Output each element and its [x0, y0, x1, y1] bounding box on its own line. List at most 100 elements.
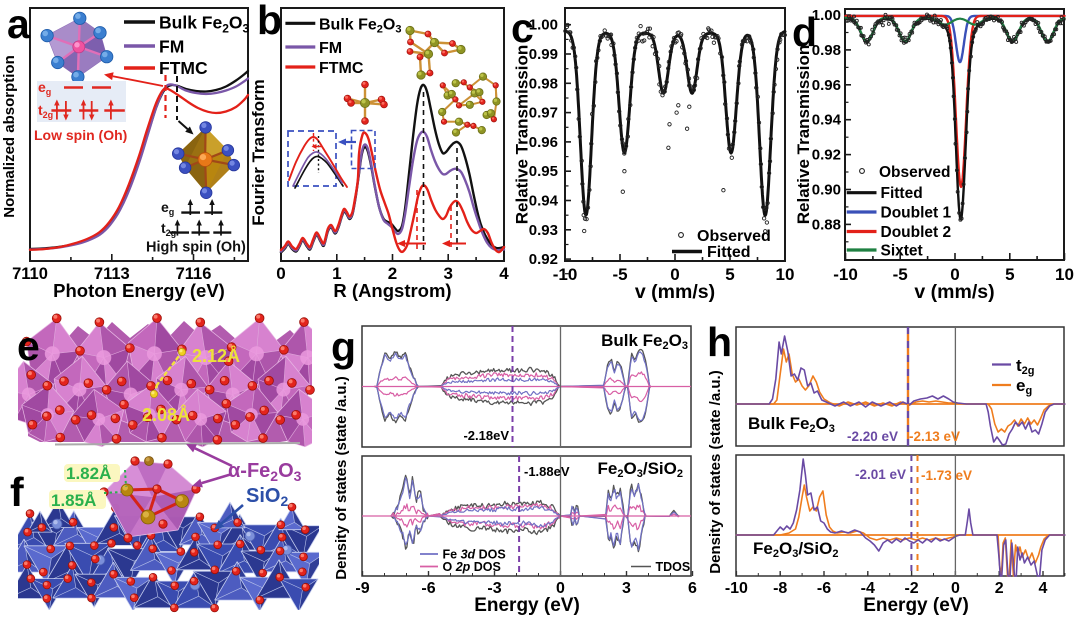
svg-text:-10: -10: [553, 265, 578, 284]
svg-text:R (Angstrom): R (Angstrom): [333, 280, 451, 301]
svg-text:0.96: 0.96: [812, 77, 841, 94]
svg-text:0.94: 0.94: [812, 112, 842, 129]
svg-text:10: 10: [1055, 265, 1074, 284]
svg-text:-5: -5: [893, 265, 908, 284]
svg-text:-2.01 eV: -2.01 eV: [855, 467, 906, 482]
svg-text:0.95: 0.95: [529, 163, 558, 180]
svg-text:0.98: 0.98: [812, 42, 841, 59]
svg-text:7116: 7116: [176, 265, 212, 283]
svg-text:eg​: eg​: [38, 79, 51, 97]
svg-text:h: h: [707, 319, 732, 365]
svg-text:-8: -8: [773, 580, 787, 597]
svg-text:b: b: [257, 0, 282, 43]
svg-text:10: 10: [776, 265, 795, 284]
svg-text:Low spin (Oh): Low spin (Oh): [34, 127, 127, 143]
svg-text:-1.73 eV: -1.73 eV: [921, 468, 972, 483]
svg-text:Energy (eV): Energy (eV): [474, 595, 580, 616]
svg-text:Bulk Fe2​O3​: Bulk Fe2​O3​: [319, 17, 402, 36]
svg-text:0: 0: [276, 264, 285, 283]
svg-text:Energy (eV): Energy (eV): [863, 595, 969, 616]
svg-text:5: 5: [725, 265, 734, 284]
svg-text:-2.20 eV: -2.20 eV: [847, 429, 898, 444]
svg-text:3: 3: [443, 264, 452, 283]
svg-text:eg​: eg​: [161, 199, 174, 217]
svg-text:eg​: eg​: [1016, 376, 1032, 397]
svg-text:Fitted: Fitted: [881, 185, 923, 202]
svg-text:0: 0: [950, 265, 959, 284]
svg-text:0.94: 0.94: [529, 193, 559, 210]
svg-text:0.98: 0.98: [529, 75, 558, 92]
svg-text:0.99: 0.99: [529, 46, 558, 63]
svg-text:-10: -10: [725, 580, 748, 597]
svg-text:FM: FM: [319, 40, 342, 57]
svg-text:4: 4: [499, 264, 509, 283]
svg-text:g: g: [331, 324, 356, 370]
svg-text:Fe2​O3​/SiO2​: Fe2​O3​/SiO2​: [598, 459, 683, 480]
svg-text:-6: -6: [421, 580, 435, 597]
svg-text:Fourier Transform: Fourier Transform: [249, 79, 268, 225]
svg-text:FTMC: FTMC: [319, 60, 364, 77]
svg-text:Sixtet: Sixtet: [881, 243, 923, 260]
svg-text:High spin (Oh): High spin (Oh): [146, 240, 246, 256]
svg-text:e: e: [17, 323, 40, 369]
svg-text:-2: -2: [904, 580, 918, 597]
svg-text:t2g​: t2g​: [1016, 356, 1035, 377]
svg-text:-3: -3: [487, 580, 501, 597]
svg-text:d: d: [792, 9, 817, 55]
svg-text:t2g​: t2g​: [161, 220, 176, 238]
svg-text:-9: -9: [355, 580, 369, 597]
svg-text:0.96: 0.96: [529, 134, 558, 151]
svg-text:Doublet 2: Doublet 2: [881, 224, 952, 241]
svg-text:-2.13 eV: -2.13 eV: [909, 429, 960, 444]
svg-text:Fitted: Fitted: [707, 244, 751, 261]
svg-text:-4: -4: [861, 580, 875, 597]
svg-text:-10: -10: [833, 265, 858, 284]
svg-text:3: 3: [622, 580, 631, 597]
svg-text:Bulk Fe2​O3​: Bulk Fe2​O3​: [159, 13, 250, 36]
svg-text:4: 4: [1039, 580, 1048, 597]
svg-text:0: 0: [556, 580, 565, 597]
svg-text:Density of states (state /a.u.: Density of states (state /a.u.): [707, 370, 724, 573]
svg-text:7113: 7113: [94, 265, 130, 283]
svg-text:1.82Å: 1.82Å: [66, 464, 111, 483]
svg-text:Observed: Observed: [879, 164, 951, 181]
svg-text:1: 1: [332, 264, 341, 283]
svg-text:2.08Å: 2.08Å: [142, 405, 190, 425]
svg-text:Observed: Observed: [697, 228, 771, 245]
svg-text:0.97: 0.97: [529, 105, 558, 122]
svg-text:0.90: 0.90: [812, 182, 841, 199]
svg-text:0: 0: [670, 265, 679, 284]
svg-text:7110: 7110: [12, 265, 48, 283]
svg-text:Normalized absorption: Normalized absorption: [1, 55, 18, 218]
svg-text:1.00: 1.00: [812, 7, 841, 24]
svg-text:Fe 3d DOS: Fe 3d DOS: [443, 548, 506, 562]
svg-text:6: 6: [688, 580, 697, 597]
svg-text:-2.18eV: -2.18eV: [463, 428, 509, 443]
svg-text:O 2p DOS: O 2p DOS: [443, 560, 501, 574]
svg-text:0: 0: [951, 580, 960, 597]
svg-text:a: a: [7, 1, 31, 47]
svg-text:1.00: 1.00: [529, 17, 558, 34]
svg-text:Photon Energy (eV): Photon Energy (eV): [53, 280, 225, 301]
svg-text:Bulk Fe2​O3​: Bulk Fe2​O3​: [748, 414, 835, 435]
svg-text:Relative Transmission: Relative Transmission: [513, 45, 532, 225]
svg-text:-6: -6: [817, 580, 831, 597]
svg-text:α-Fe2​O3​: α-Fe2​O3​: [228, 460, 302, 484]
svg-text:5: 5: [1005, 265, 1014, 284]
svg-text:0.93: 0.93: [529, 222, 558, 239]
svg-text:0.88: 0.88: [812, 216, 841, 233]
svg-text:v (mm/s): v (mm/s): [914, 281, 994, 303]
svg-text:SiO2​: SiO2​: [246, 485, 288, 509]
svg-text:Density of states (state /a.u.: Density of states (state /a.u.): [333, 376, 350, 579]
svg-text:FM: FM: [159, 37, 184, 57]
svg-text:c: c: [511, 5, 534, 51]
svg-text:0.92: 0.92: [812, 147, 841, 164]
svg-text:2: 2: [995, 580, 1004, 597]
svg-text:Bulk Fe2​O3​: Bulk Fe2​O3​: [601, 331, 688, 352]
svg-text:-5: -5: [612, 265, 627, 284]
svg-text:-1.88eV: -1.88eV: [524, 464, 570, 479]
svg-text:1.85Å: 1.85Å: [51, 491, 96, 510]
svg-text:FTMC: FTMC: [159, 58, 208, 78]
svg-text:v (mm/s): v (mm/s): [635, 281, 715, 303]
svg-text:2.12Å: 2.12Å: [192, 346, 240, 366]
